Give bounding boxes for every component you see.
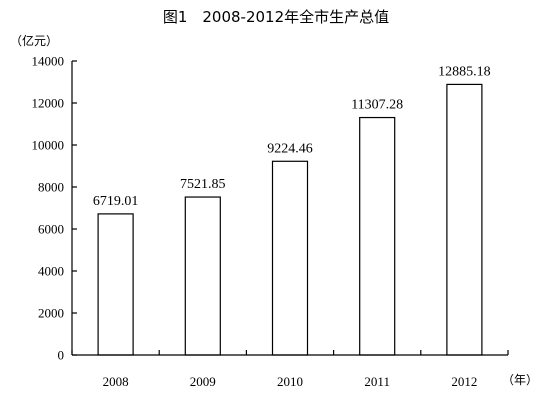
bar-2011: [359, 116, 396, 356]
y-tick-label: 0: [58, 348, 65, 363]
value-label-2008: 6719.01: [93, 194, 139, 209]
x-tick-label-2008: 2008: [103, 374, 129, 389]
y-tick-label: 4000: [38, 264, 64, 279]
x-tick-label-2011: 2011: [364, 374, 390, 389]
x-axis-ticks: [71, 350, 509, 355]
y-tick-label: 2000: [38, 306, 64, 321]
value-label-2011: 11307.28: [351, 98, 403, 113]
y-tick-label: 6000: [38, 222, 64, 237]
bar-2009: [184, 196, 221, 356]
bars: [97, 83, 483, 356]
chart-title: 图1 2008-2012年全市生产总值: [163, 8, 389, 26]
value-label-2012: 12885.18: [438, 64, 491, 79]
x-tick-label-2010: 2010: [277, 374, 303, 389]
y-tick-label: 8000: [38, 180, 64, 195]
bar-2012: [446, 83, 483, 356]
y-axis-ticks: 0 2000 4000 6000 8000 10000 12000 14000: [32, 54, 77, 363]
bar-2008: [97, 213, 134, 356]
x-axis-unit: （年）: [502, 373, 538, 387]
value-label-2010: 9224.46: [267, 141, 313, 156]
y-axis-unit: （亿元）: [10, 33, 58, 48]
value-label-2009: 7521.85: [180, 177, 226, 192]
bar-2010: [271, 160, 309, 356]
y-tick-label: 10000: [32, 138, 65, 153]
y-tick-label: 14000: [32, 54, 65, 69]
x-tick-label-2012: 2012: [451, 374, 477, 389]
x-tick-label-2009: 2009: [190, 374, 216, 389]
value-labels: 6719.01 7521.85 9224.46 11307.28 12885.18: [93, 64, 491, 208]
y-tick-label: 12000: [32, 96, 65, 111]
x-axis-labels: 2008 2009 2010 2011 2012: [103, 374, 478, 389]
